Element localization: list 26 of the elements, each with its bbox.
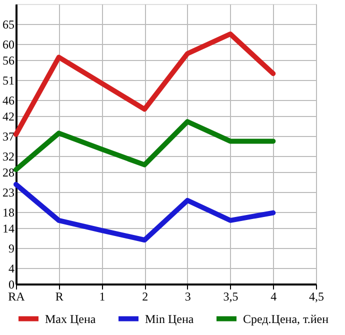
x-tick-label: 4,5 bbox=[309, 290, 324, 304]
y-tick-label: 4 bbox=[8, 262, 14, 276]
y-tick-label: 56 bbox=[2, 54, 14, 68]
legend-label: Max Цена bbox=[45, 312, 96, 326]
y-tick-label: 0 bbox=[8, 278, 14, 292]
y-tick-label: 9 bbox=[8, 242, 14, 256]
legend-label: Сред.Цена, т.йен bbox=[243, 312, 330, 326]
x-tick-label: 2 bbox=[142, 290, 148, 304]
y-tick-label: 65 bbox=[2, 18, 14, 32]
y-tick-label: 32 bbox=[2, 150, 14, 164]
y-tick-label: 18 bbox=[2, 206, 14, 220]
x-tick-label: 1 bbox=[99, 290, 106, 304]
x-tick-label: 3,5 bbox=[223, 290, 238, 304]
y-tick-label: 51 bbox=[2, 74, 14, 88]
y-tick-label: 37 bbox=[2, 130, 14, 144]
x-tick-label: 3 bbox=[184, 290, 191, 304]
y-tick-label: 28 bbox=[2, 166, 14, 180]
y-tick-label: 14 bbox=[2, 222, 14, 236]
x-tick-label: R bbox=[55, 290, 64, 304]
y-tick-label: 46 bbox=[2, 94, 14, 108]
legend-label: Min Цена bbox=[145, 312, 194, 326]
y-tick-label: 60 bbox=[2, 38, 14, 52]
x-tick-label: 4 bbox=[270, 290, 277, 304]
y-tick-label: 23 bbox=[2, 186, 14, 200]
x-tick-label: RA bbox=[8, 290, 26, 304]
y-tick-label: 42 bbox=[2, 110, 14, 124]
